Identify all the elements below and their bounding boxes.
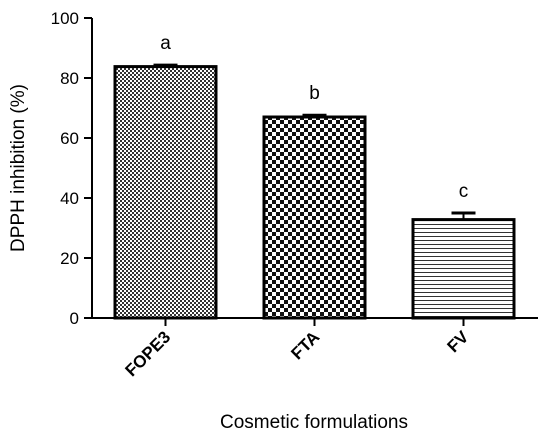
bars-layer [113,65,516,320]
bar-fta [262,115,367,320]
x-category-label: FV [444,327,473,356]
significance-letters-layer: a b c [160,33,468,202]
significance-letter: b [309,83,320,104]
y-tick-label: 60 [60,129,79,148]
x-category-label: FTA [287,327,323,363]
y-tick-label: 80 [60,69,79,88]
y-tick-label: 40 [60,189,79,208]
significance-letter: c [459,181,469,202]
error-bars-layer [153,63,476,220]
y-tick-label: 100 [51,9,79,28]
y-ticks-layer: 0 20 40 60 80 100 [51,9,92,328]
significance-letter: a [160,33,171,54]
x-category-label: FOPE3 [121,327,174,380]
y-axis-title: DPPH inhibition (%) [8,84,29,252]
y-tick-label: 20 [60,249,79,268]
y-tick-label: 0 [70,309,79,328]
x-axis-title: Cosmetic formulations [220,412,408,433]
bar-fope3 [113,65,218,320]
x-labels-layer: FOPE3 FTA FV [121,318,473,380]
bar-fv [411,218,516,320]
